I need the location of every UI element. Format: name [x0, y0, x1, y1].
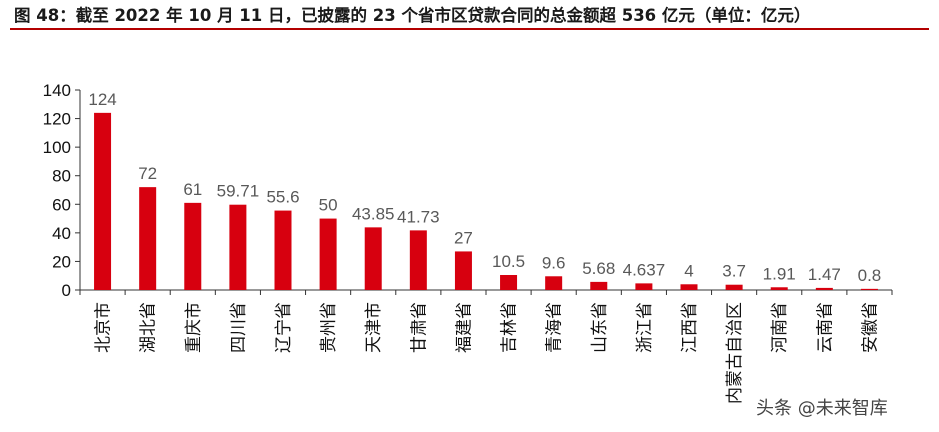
y-tick-label: 80 — [52, 167, 71, 186]
category-label: 福建省 — [454, 302, 474, 353]
bar — [725, 284, 743, 290]
data-label: 55.6 — [266, 188, 299, 207]
y-tick-label: 20 — [52, 252, 71, 271]
data-label: 4 — [684, 261, 693, 280]
y-tick-label: 100 — [43, 138, 71, 157]
data-label: 50 — [319, 196, 338, 215]
data-label: 0.8 — [858, 266, 882, 285]
category-label: 云南省 — [815, 302, 835, 353]
data-label: 43.85 — [352, 204, 395, 223]
watermark: 头条 @未来智库 — [756, 398, 888, 419]
category-label: 辽宁省 — [274, 302, 294, 353]
data-label: 1.47 — [808, 265, 841, 284]
category-label: 四川省 — [229, 302, 249, 353]
bar — [229, 204, 247, 290]
data-label: 1.91 — [763, 264, 796, 283]
category-label: 内蒙古自治区 — [725, 302, 745, 404]
data-label: 41.73 — [397, 207, 440, 226]
data-label: 72 — [138, 164, 157, 183]
data-label: 4.637 — [623, 260, 666, 279]
title-underline — [10, 28, 929, 30]
chart-title: 图 48：截至 2022 年 10 月 11 日，已披露的 23 个省市区贷款合… — [14, 6, 811, 25]
data-label: 59.71 — [217, 182, 260, 201]
category-label: 安徽省 — [860, 302, 880, 353]
bar — [184, 202, 202, 290]
y-tick-label: 120 — [43, 110, 71, 129]
category-label: 贵州省 — [319, 302, 339, 353]
bar — [500, 275, 518, 290]
bar — [409, 230, 427, 290]
bar — [364, 227, 382, 290]
y-tick-label: 60 — [52, 195, 71, 214]
category-label: 河南省 — [770, 302, 790, 353]
data-label: 5.68 — [582, 259, 615, 278]
data-label: 27 — [454, 228, 473, 247]
bar — [274, 210, 292, 290]
category-label: 天津市 — [364, 302, 384, 353]
bar — [590, 281, 608, 290]
data-label: 124 — [88, 90, 116, 109]
bar — [635, 283, 653, 290]
bar — [139, 187, 157, 290]
category-label: 浙江省 — [635, 302, 655, 353]
y-tick-label: 40 — [52, 224, 71, 243]
category-label: 青海省 — [545, 302, 565, 353]
bar — [94, 112, 112, 290]
bar — [770, 287, 788, 290]
category-label: 山东省 — [590, 302, 610, 353]
bar — [860, 288, 878, 290]
category-label: 北京市 — [94, 302, 114, 353]
category-label: 吉林省 — [500, 302, 520, 353]
data-label: 10.5 — [492, 252, 525, 271]
y-tick-label: 140 — [43, 81, 71, 100]
bar — [815, 287, 833, 290]
category-label: 重庆市 — [184, 302, 204, 353]
category-label: 湖北省 — [139, 302, 159, 353]
data-label: 9.6 — [542, 253, 566, 272]
category-label: 甘肃省 — [409, 302, 429, 353]
bar — [454, 251, 472, 290]
data-label: 61 — [183, 180, 202, 199]
data-label: 3.7 — [722, 262, 746, 281]
bar — [680, 284, 698, 290]
bar — [545, 276, 563, 290]
y-tick-label: 0 — [62, 281, 71, 300]
bar — [319, 218, 337, 290]
category-label: 江西省 — [680, 302, 700, 353]
